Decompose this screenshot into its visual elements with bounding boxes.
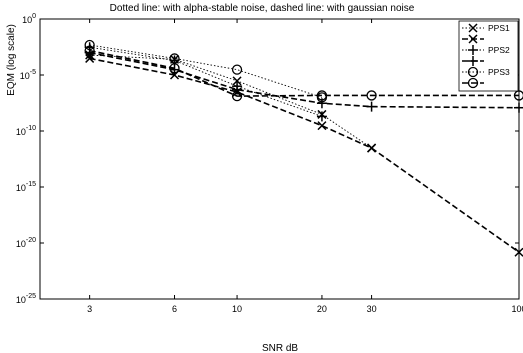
data-point [514, 102, 523, 113]
x-axis-label: SNR dB [262, 343, 298, 353]
y-tick-label-exponent: 0 [32, 13, 36, 20]
y-tick-label: 10-20 [16, 237, 36, 249]
x-tick-label: 10 [232, 304, 242, 314]
data-point [513, 90, 523, 101]
series-3 [84, 42, 327, 122]
y-tick-label-exponent: -5 [30, 69, 36, 76]
x-tick-label: 100 [511, 304, 523, 314]
data-point [366, 90, 377, 101]
data-point [232, 76, 242, 86]
y-tick-label: 100 [22, 13, 36, 25]
plot-area-frame [39, 18, 520, 300]
y-tick-label-base: 10 [16, 183, 26, 193]
y-tick-label-base: 10 [20, 71, 30, 81]
y-tick-label-exponent: -10 [26, 125, 36, 132]
legend-marker [467, 77, 479, 89]
series-line [89, 44, 323, 98]
legend-label: PPS2 [488, 45, 510, 55]
y-tick-label-base: 10 [16, 239, 26, 249]
x-tick-label: 3 [87, 304, 92, 314]
data-point [231, 64, 243, 75]
y-tick-label: 10-25 [16, 293, 36, 305]
data-point [84, 39, 95, 51]
y-tick-label: 10-5 [20, 69, 36, 81]
legend-entry [462, 56, 484, 66]
data-point [316, 111, 327, 122]
legend-entry [462, 34, 484, 44]
legend-marker [468, 34, 478, 44]
x-tick-label: 20 [317, 304, 327, 314]
legend-marker [467, 66, 479, 78]
legend: PPS1 PPS2 PPS3 [458, 20, 519, 92]
data-point [85, 53, 95, 63]
y-tick-label-base: 10 [22, 15, 32, 25]
y-tick-label-base: 10 [16, 295, 26, 305]
data-point [316, 90, 328, 101]
data-point [367, 143, 377, 153]
series-layer [84, 39, 523, 257]
legend-label: PPS3 [488, 67, 510, 77]
legend-marker [468, 45, 478, 55]
legend-marker [468, 23, 478, 33]
series-2 [85, 53, 523, 257]
legend-box [458, 20, 519, 92]
data-point [366, 101, 377, 112]
series-line [89, 51, 520, 109]
y-tick-label: 10-15 [16, 181, 36, 193]
x-tick-label: 30 [367, 304, 377, 314]
legend-marker [468, 56, 478, 66]
y-tick-label-base: 10 [16, 127, 26, 137]
data-point [169, 53, 180, 64]
data-point [231, 90, 243, 102]
legend-entry [462, 77, 484, 89]
data-point [169, 63, 180, 74]
data-point [514, 247, 523, 257]
legend-label: PPS1 [488, 23, 510, 33]
y-tick-label: 10-10 [16, 125, 36, 137]
x-axis: 3 6 10 20 30 100 [87, 19, 523, 314]
y-tick-label-exponent: -25 [26, 293, 36, 300]
legend-entry: PPS3 [462, 66, 510, 78]
series-line [89, 46, 323, 117]
x-tick-label: 6 [172, 304, 177, 314]
y-tick-label-exponent: -20 [26, 237, 36, 244]
series-line [89, 49, 519, 97]
data-point [84, 45, 95, 56]
legend-entry: PPS1 [462, 23, 510, 33]
data-point [317, 121, 327, 131]
data-point [232, 84, 243, 95]
y-axis-label: EQM (log scale) [6, 24, 17, 96]
series-line [89, 57, 520, 253]
chart-title: Dotted line: with alpha-stable noise, da… [110, 3, 415, 14]
y-tick-label-exponent: -15 [26, 181, 36, 188]
legend-entry: PPS2 [462, 45, 510, 55]
series-6 [84, 45, 523, 102]
